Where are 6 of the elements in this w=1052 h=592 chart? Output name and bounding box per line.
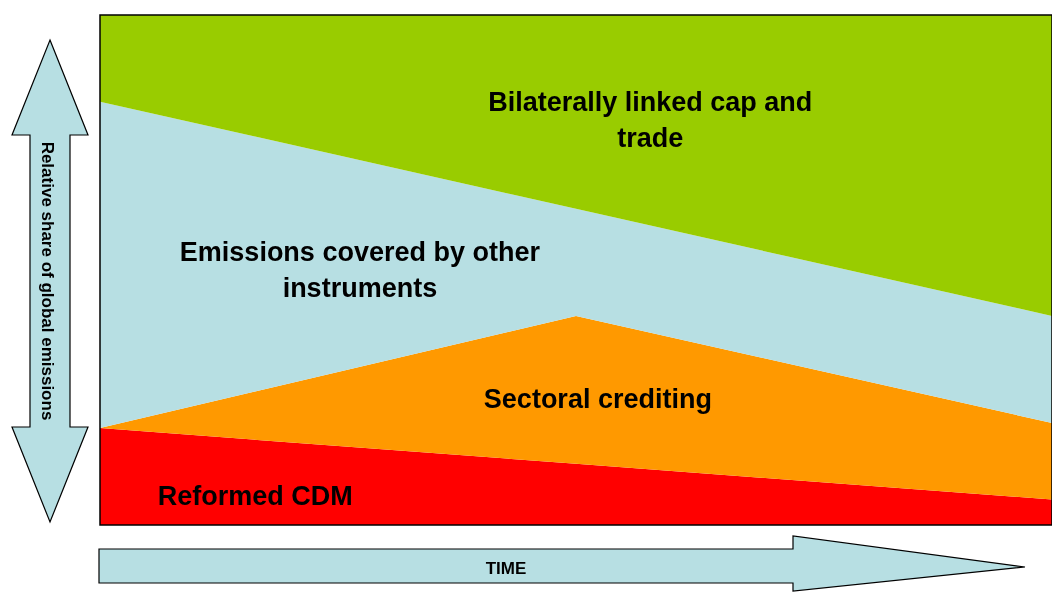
series-label: Sectoral crediting [483,384,712,415]
x-axis-title: TIME [485,559,527,578]
series-label: Reformed CDM [157,480,353,511]
series-label: Bilaterally linked cap and trade [488,87,813,154]
y-axis-title: Relative share of global emissions [38,141,57,421]
series-label: Emissions covered by other instruments [179,237,541,303]
